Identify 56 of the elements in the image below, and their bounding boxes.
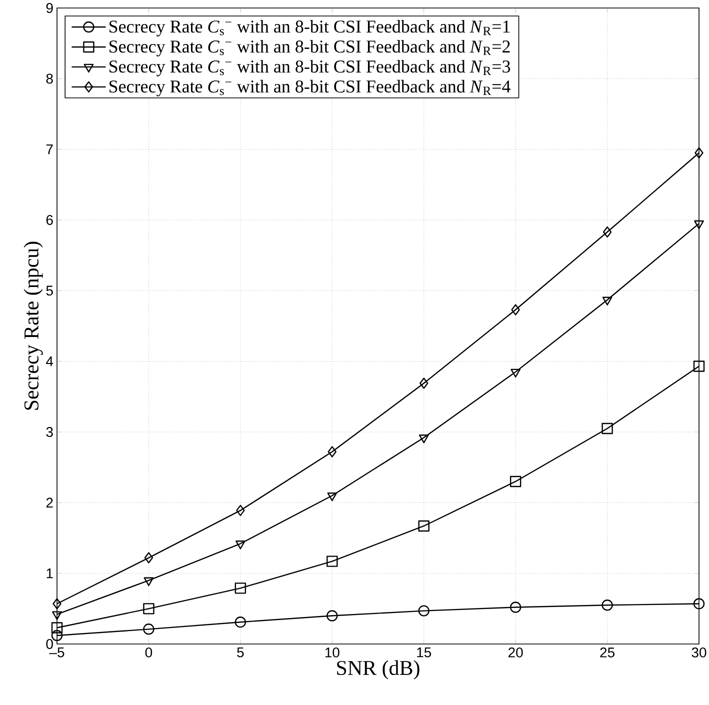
point: [144, 552, 154, 564]
point: [144, 577, 154, 586]
point: [418, 605, 430, 616]
y-tick-label: 3: [46, 427, 53, 437]
point: [52, 611, 62, 620]
y-tick-label: 8: [46, 74, 53, 84]
point: [236, 540, 246, 550]
point: [418, 520, 430, 532]
y-tick-label: 1: [46, 568, 53, 578]
point: [693, 360, 705, 372]
point: [694, 220, 704, 230]
point: [694, 147, 704, 158]
x-tick-label: 5: [237, 648, 244, 658]
point: [327, 492, 338, 502]
point: [143, 603, 154, 614]
point: [693, 598, 705, 610]
y-tick-label: 4: [46, 356, 54, 366]
point: [326, 556, 338, 567]
x-tick-label: –5: [49, 648, 64, 658]
x-tick-label: 30: [692, 648, 706, 658]
x-tick-label: 15: [417, 648, 432, 658]
point: [236, 504, 245, 516]
point: [510, 368, 521, 378]
y-tick-label: 6: [46, 215, 53, 225]
y-axis-title: Secrecy Rate (npcu): [24, 242, 43, 410]
x-tick-label: 20: [508, 648, 523, 658]
x-tick-label: 0: [145, 648, 152, 658]
point: [52, 598, 62, 610]
point: [510, 602, 522, 613]
x-tick-label: 25: [600, 648, 614, 658]
point: [602, 600, 613, 611]
x-tick-label: 10: [325, 648, 340, 658]
point: [143, 624, 154, 635]
point: [510, 476, 522, 488]
y-tick-label: 9: [46, 3, 53, 13]
point: [51, 622, 63, 634]
point: [326, 610, 338, 622]
y-tick-label: 2: [46, 498, 53, 508]
y-tick-label: 5: [46, 286, 53, 296]
point: [51, 630, 63, 642]
point: [602, 226, 612, 238]
point: [234, 616, 246, 628]
point: [602, 296, 612, 306]
point: [602, 422, 613, 434]
y-tick-label: 0: [46, 639, 53, 649]
point: [418, 434, 429, 444]
legend-label: Secrecy Rate C$_{s}$$^{−}$ with an 8-bit CSI Feedback and N$_{R}$=1: [110, 20, 510, 36]
point: [234, 582, 246, 594]
point: [420, 378, 428, 389]
legend-label: Secrecy Rate C$_{s}$$^{−}$ with an 8-bit CSI Feedback and N$_{R}$=4: [110, 80, 510, 96]
x-axis-title: SNR (dB): [337, 660, 420, 680]
legend-label: Secrecy Rate C$_{s}$$^{−}$ with an 8-bit CSI Feedback and N$_{R}$=2: [110, 40, 510, 56]
y-tick-label: 7: [46, 144, 53, 154]
point: [328, 446, 336, 458]
point: [511, 304, 520, 316]
legend-label: Secrecy Rate C$_{s}$$^{−}$ with an 8-bit CSI Feedback and N$_{R}$=3: [110, 60, 510, 76]
